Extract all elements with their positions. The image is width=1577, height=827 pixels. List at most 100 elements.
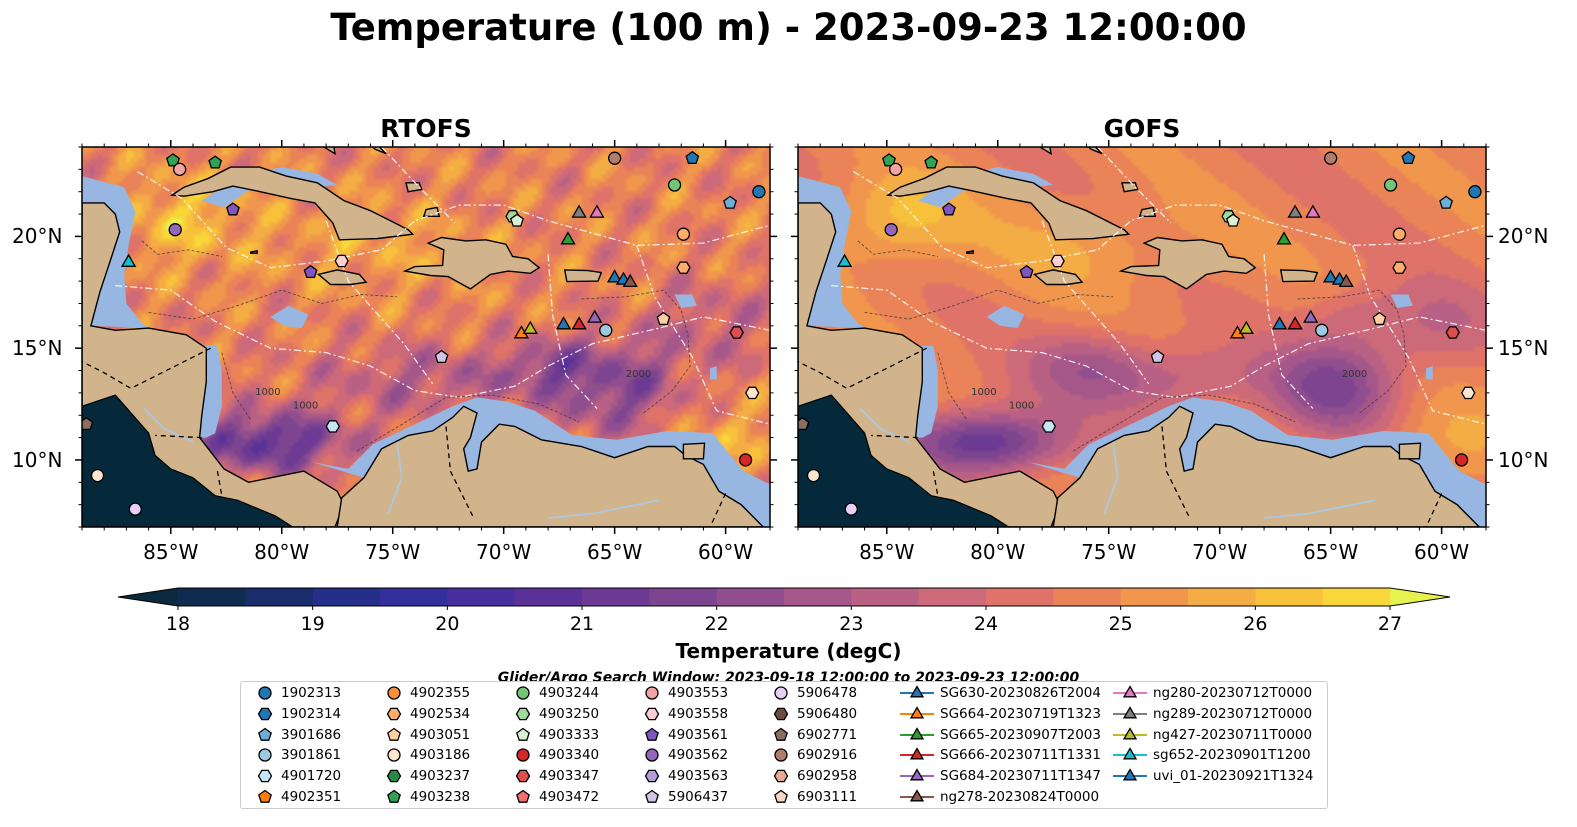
- eez-boundary: [831, 285, 1486, 399]
- colorbar-tick-label: 25: [1108, 613, 1133, 635]
- legend-glider-symbol: [1113, 768, 1147, 781]
- observation-marker: [667, 178, 682, 192]
- colorbar-segment: [851, 588, 920, 606]
- legend-item: 4903562: [642, 745, 728, 765]
- legend-label: 6902958: [797, 768, 858, 785]
- legend-label: 4903347: [539, 768, 600, 785]
- lat-tick-label: 15°N: [1498, 336, 1549, 361]
- observation-marker: [1226, 213, 1240, 227]
- observation-marker: [589, 204, 605, 218]
- land-jamaica: [1032, 269, 1084, 286]
- legend-float-symbol: [258, 789, 272, 803]
- observation-marker: [806, 468, 821, 483]
- country-border: [798, 347, 927, 390]
- observation-marker: [1305, 204, 1321, 218]
- legend-label: ng427-20230711T0000: [1153, 726, 1313, 743]
- observation-marker: [1019, 264, 1034, 279]
- legend-float-symbol: [387, 727, 401, 741]
- lon-tick-label: 75°W: [1081, 540, 1137, 564]
- legend-float-symbol: [257, 769, 273, 783]
- observation-marker: [607, 151, 622, 165]
- lat-tick-label: 10°N: [12, 447, 63, 472]
- observation-marker: [208, 155, 223, 169]
- eez-boundary: [115, 285, 770, 399]
- legend-marker: [386, 769, 402, 783]
- legend-label: 3901861: [281, 747, 342, 764]
- legend-float-symbol: [645, 748, 659, 763]
- panel-title-gofs: GOFS: [1103, 114, 1181, 143]
- legend-float-symbol: [774, 789, 788, 803]
- legend-float-symbol: [644, 769, 660, 783]
- legend-label: 5906480: [797, 705, 858, 722]
- shelf-area: [270, 305, 309, 329]
- colorbar-segment: [582, 588, 650, 606]
- legend-item: 4903238: [384, 787, 470, 807]
- legend-glider-symbol: [1113, 747, 1147, 760]
- legend-label: 4903553: [668, 685, 729, 701]
- legend-float-symbol: [387, 789, 401, 803]
- lat-tick-label: 20°N: [12, 224, 63, 249]
- observation-marker: [120, 253, 137, 267]
- legend-float-symbol: [515, 707, 531, 721]
- shelf-area: [201, 167, 338, 208]
- land-trinidad: [1398, 442, 1422, 460]
- lon-tick-label: 85°W: [859, 540, 915, 564]
- eez-boundary: [547, 254, 598, 409]
- legend-item: 6902958: [771, 766, 857, 786]
- legend-item: 4903250: [513, 704, 599, 724]
- river-line: [387, 441, 403, 514]
- legend-float-symbol: [386, 769, 402, 783]
- observation-marker: [752, 185, 766, 199]
- legend-item: 6902771: [771, 725, 857, 745]
- legend-marker: [909, 706, 925, 719]
- shelf-area: [710, 366, 717, 380]
- land-puertorico: [563, 269, 603, 283]
- contour-label: 2000: [1342, 369, 1367, 380]
- legend-float-symbol: [645, 727, 659, 741]
- observation-marker: [924, 155, 939, 169]
- observation-marker: [836, 253, 853, 267]
- legend-glider-symbol: [900, 747, 934, 760]
- legend-label: 3901686: [281, 726, 342, 743]
- bathymetry-contour: [221, 352, 252, 420]
- legend: 1902313 1902314 3901686 3901861 4901720 49023…: [240, 681, 1328, 809]
- colorbar-segment: [1053, 588, 1122, 606]
- legend-label: SG666-20230711T1331: [940, 747, 1101, 764]
- contour-label: 1000: [971, 387, 996, 398]
- legend-label: 4903250: [539, 705, 600, 722]
- colorbar-tick-label: 19: [300, 613, 325, 635]
- contour-label: 2000: [626, 369, 651, 380]
- observation-marker: [738, 453, 753, 467]
- legend-item: 4903561: [642, 725, 728, 745]
- legend-glider-symbol: [900, 789, 934, 802]
- colorbar-segment: [447, 588, 516, 606]
- legend-marker: [258, 789, 272, 803]
- legend-marker: [1122, 685, 1138, 698]
- legend-label: 4903051: [410, 726, 471, 743]
- legend-marker: [258, 686, 272, 700]
- legend-label: 4903472: [539, 789, 600, 805]
- figure-title: Temperature (100 m) - 2023-09-23 12:00:0…: [330, 6, 1247, 49]
- colorbar-tick-label: 21: [569, 613, 595, 635]
- colorbar-max-extend: [1390, 588, 1450, 606]
- legend-marker: [644, 769, 660, 783]
- observation-marker: [745, 386, 760, 400]
- contour-label: 1000: [255, 387, 280, 398]
- legend-glider-symbol: [1113, 685, 1147, 698]
- legend-label: 4903244: [539, 685, 600, 701]
- legend-glider-symbol: [1113, 706, 1147, 719]
- contour-label: 1000: [1009, 401, 1034, 412]
- country-border: [82, 347, 211, 390]
- colorbar-segment: [986, 588, 1054, 606]
- observation-marker: [622, 273, 638, 288]
- legend-marker: [909, 685, 925, 698]
- land-cayman: [965, 250, 975, 254]
- legend-item: SG664-20230719T1323: [900, 704, 1101, 724]
- observation-marker: [1372, 311, 1387, 326]
- legend-item: ng289-20230712T0000: [1113, 704, 1312, 724]
- lon-tick-label: 75°W: [365, 540, 421, 564]
- legend-glider-symbol: [900, 726, 934, 740]
- legend-label: 4902534: [410, 705, 471, 722]
- legend-label: ng278-20230824T0000: [940, 789, 1100, 805]
- shelf-area: [986, 305, 1025, 329]
